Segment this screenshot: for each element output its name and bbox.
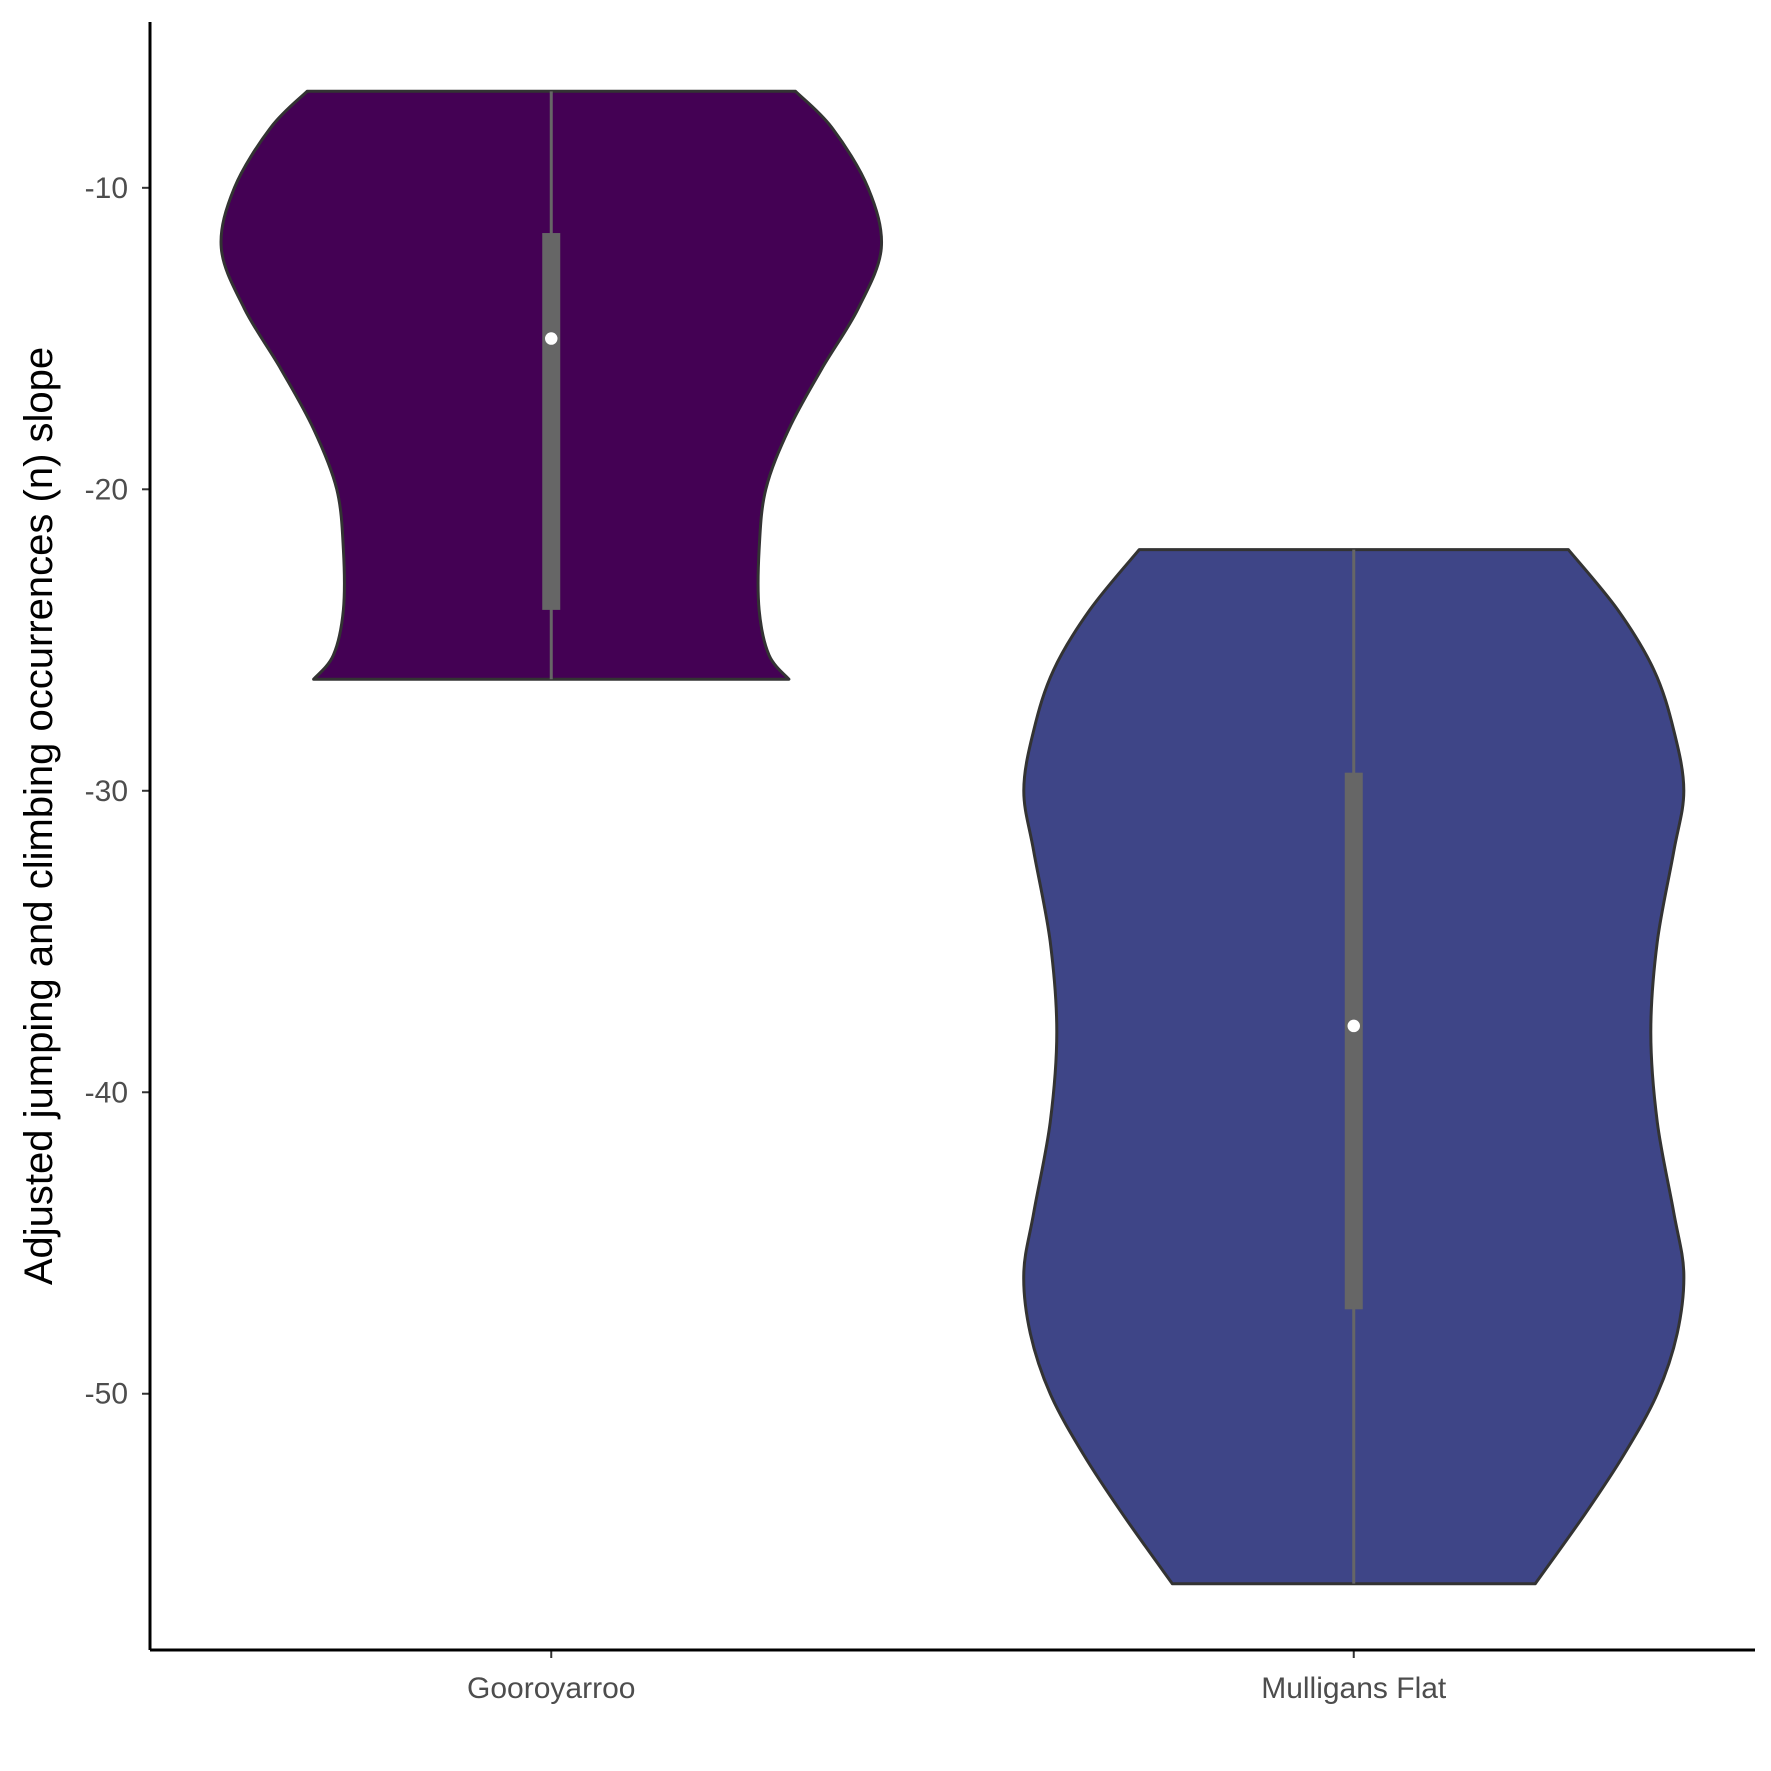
y-tick-label: -40 — [85, 1076, 128, 1109]
x-tick-label: Gooroyarroo — [467, 1672, 635, 1705]
violin-median-point — [543, 330, 559, 347]
violin-gooroyarroo — [219, 89, 884, 681]
x-tick-label: Mulligans Flat — [1261, 1672, 1447, 1705]
y-tick-label: -10 — [85, 172, 128, 205]
y-axis-title: Adjusted jumping and climbing occurrence… — [17, 347, 61, 1285]
violin-iqr-box — [542, 233, 561, 610]
violin-median-point — [1346, 1018, 1362, 1034]
y-tick-label: -30 — [85, 775, 128, 808]
violin-iqr-box — [1344, 772, 1363, 1310]
x-axis-ticks: Gooroyarroo Mulligans Flat — [467, 1650, 1447, 1705]
y-tick-label: -50 — [85, 1378, 128, 1411]
y-tick-label: -20 — [85, 473, 128, 506]
y-axis-ticks: -10 -20 -30 -40 -50 — [85, 172, 150, 1411]
violins — [219, 89, 1686, 1586]
violin-mulligans-flat — [1022, 548, 1686, 1586]
